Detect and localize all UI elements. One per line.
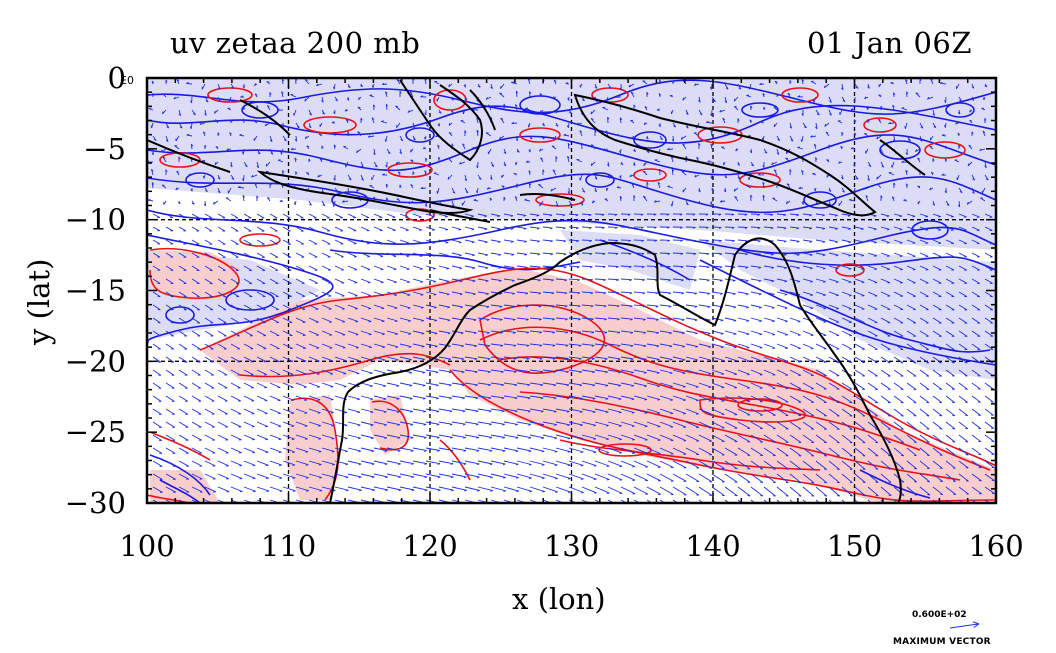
- y-tick-label: 0: [108, 61, 126, 95]
- y-tick-label: −20: [65, 344, 126, 378]
- negative-vorticity-contours: [147, 79, 996, 503]
- x-tick-label: 160: [968, 529, 1023, 563]
- coastlines: [147, 79, 926, 503]
- reference-vector-value: 0.600E+02: [912, 610, 967, 620]
- x-tick-label: 130: [544, 529, 599, 563]
- x-tick-label: 100: [119, 529, 174, 563]
- y-tick-label: −5: [83, 132, 126, 166]
- x-tick-label: 110: [261, 529, 316, 563]
- y-tick-labels: 0 −5 −10 −15 −20 −25 −30: [65, 61, 126, 520]
- plot-title: uv zetaa 200 mb: [170, 26, 421, 60]
- y-tick-label: −25: [65, 415, 126, 449]
- x-tick-label: 120: [402, 529, 457, 563]
- x-tick-label: 140: [685, 529, 740, 563]
- x-tick-label: 150: [827, 529, 882, 563]
- y-tick-label: −10: [65, 203, 126, 237]
- reference-vector-arrow: [949, 624, 978, 629]
- reference-vector-label: MAXIMUM VECTOR: [893, 637, 991, 647]
- corner-label: E0: [120, 74, 134, 87]
- y-tick-label: −30: [65, 486, 126, 520]
- plot-time-label: 01 Jan 06Z: [807, 26, 972, 60]
- positive-vorticity-fill: [150, 250, 996, 503]
- x-axis-label: x (lon): [512, 582, 606, 616]
- y-tick-label: −15: [65, 274, 126, 308]
- y-axis-label: y (lat): [22, 258, 56, 345]
- x-tick-labels: 100 110 120 130 140 150 160: [119, 529, 1023, 563]
- axis-ticks: [146, 77, 997, 504]
